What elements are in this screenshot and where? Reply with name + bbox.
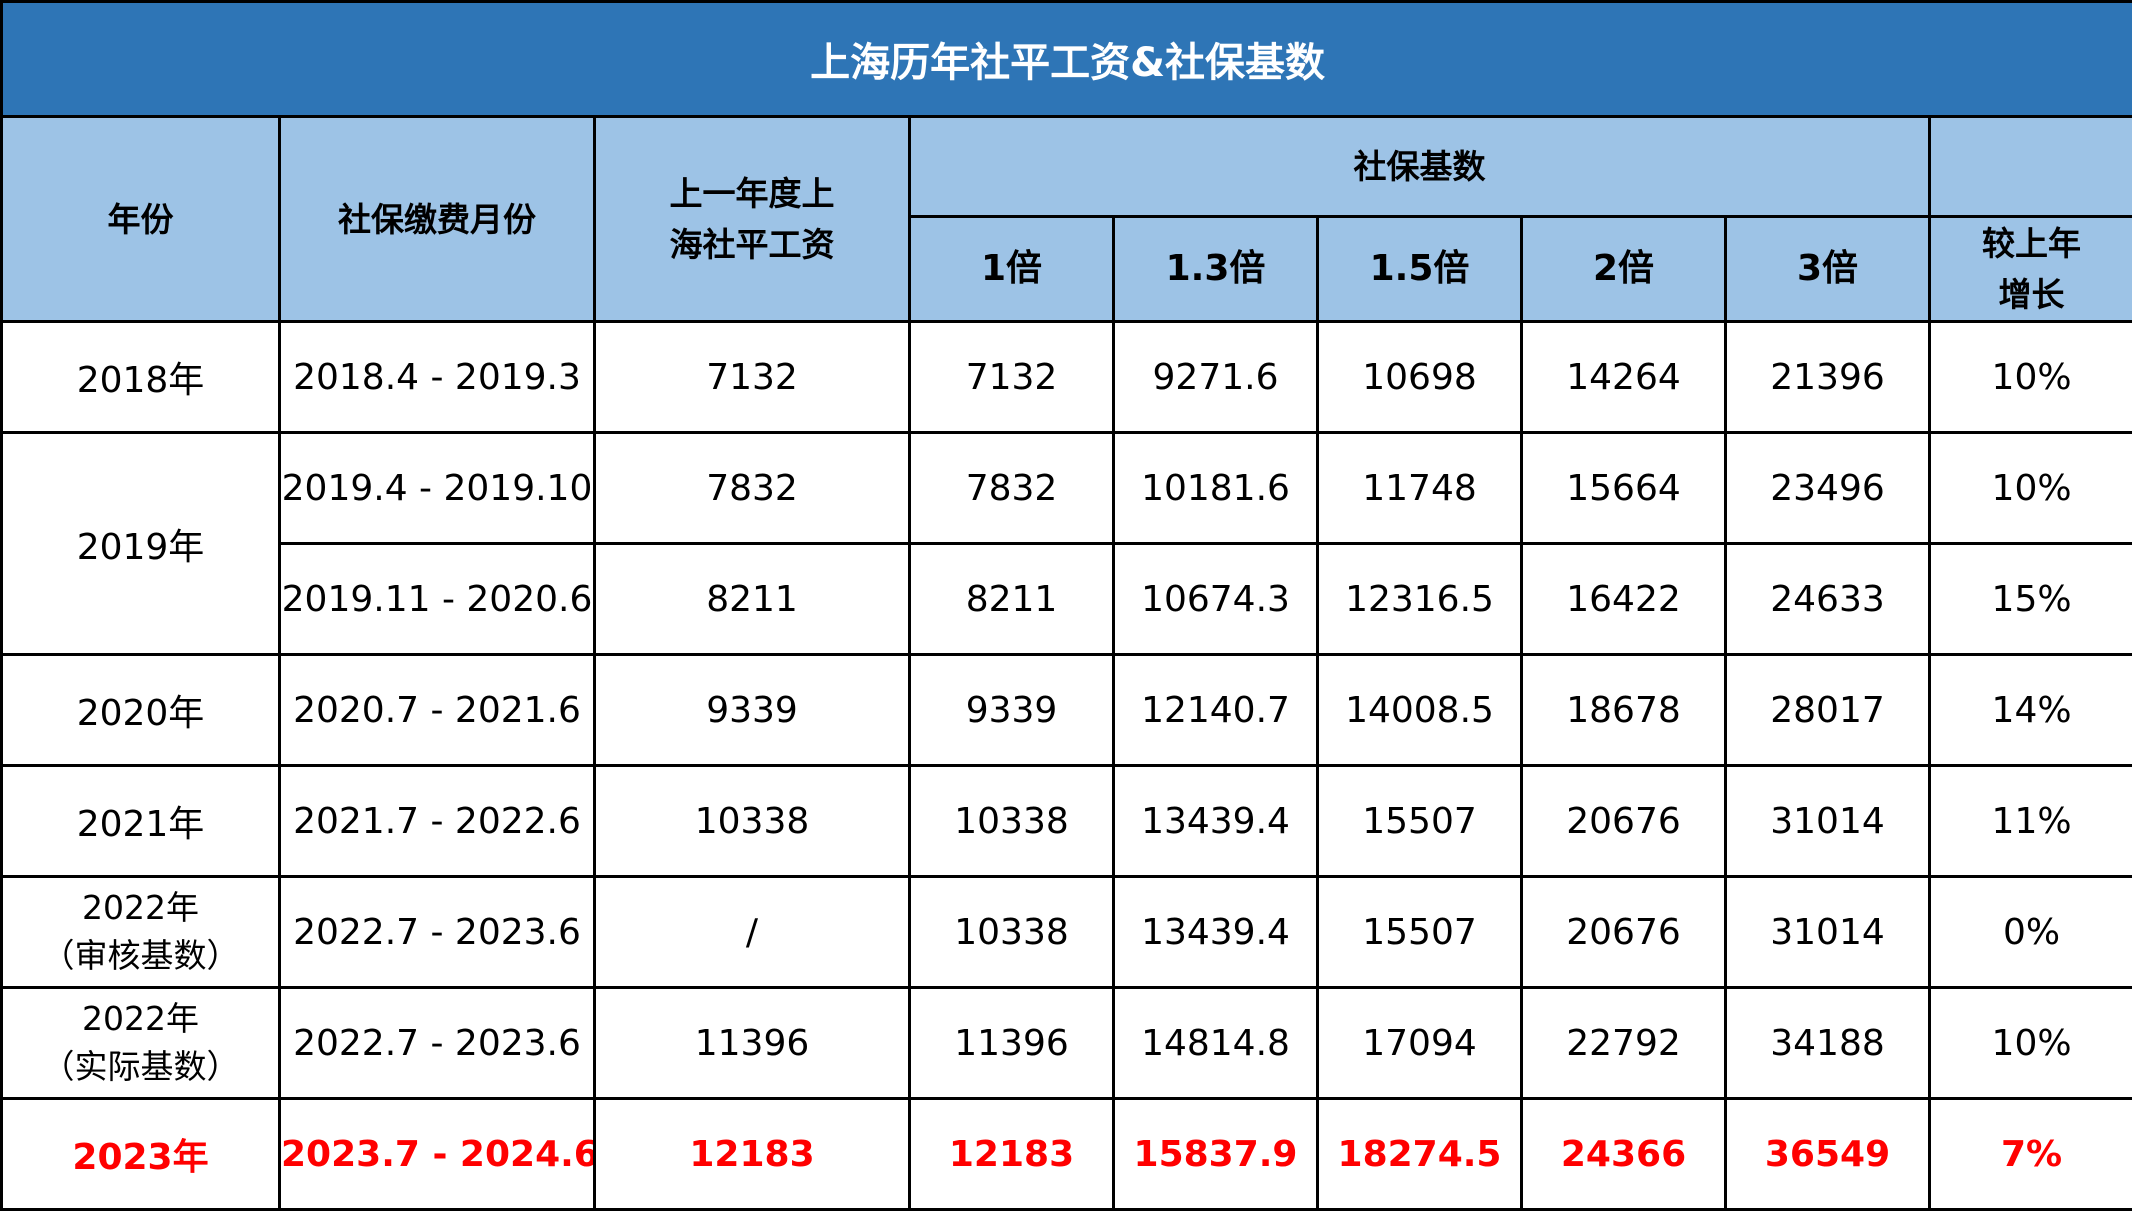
cell-avg-wage: 12183 [593,1097,911,1212]
cell-growth: 10% [1927,320,2132,435]
cell-months: 2022.7 - 2023.6 [278,875,596,990]
cell-base-1x: 10338 [908,764,1115,879]
cell-year: 2023年 [0,1097,281,1212]
cell-base-1x: 12183 [908,1097,1115,1212]
cell-base-1-3x: 13439.4 [1112,875,1319,990]
cell-year: 2019年 [0,431,281,657]
cell-base-1-5x: 12316.5 [1316,542,1523,657]
cell-year: 2018年 [0,320,281,435]
cell-base-1-3x: 10674.3 [1112,542,1319,657]
cell-months: 2021.7 - 2022.6 [278,764,596,879]
cell-avg-wage: / [593,875,911,990]
header-multiplier-1-5: 1.5倍 [1316,214,1523,324]
header-multiplier-1-3: 1.3倍 [1112,214,1319,324]
cell-base-3x: 24633 [1724,542,1931,657]
cell-months: 2020.7 - 2021.6 [278,653,596,768]
cell-months: 2019.4 - 2019.10 [278,431,596,546]
header-growth-text: 较上年增长 [1982,224,2082,315]
cell-avg-wage: 11396 [593,986,911,1101]
table-title: 上海历年社平工资&社保基数 [0,0,2132,118]
table-row: 2020年 2020.7 - 2021.6 9339 9339 12140.7 … [0,653,2132,768]
cell-year-label: 2022年 [82,888,199,928]
table-row: 2022年 （实际基数） 2022.7 - 2023.6 11396 11396… [0,986,2132,1101]
cell-base-1-5x: 10698 [1316,320,1523,435]
cell-base-1-5x: 11748 [1316,431,1523,546]
table-row: 2021年 2021.7 - 2022.6 10338 10338 13439.… [0,764,2132,879]
cell-avg-wage: 10338 [593,764,911,879]
cell-base-1-5x: 18274.5 [1316,1097,1523,1212]
header-multiplier-1: 1倍 [908,214,1115,324]
cell-months: 2023.7 - 2024.6 [278,1097,596,1212]
cell-months: 2022.7 - 2023.6 [278,986,596,1101]
table-row-highlighted: 2023年 2023.7 - 2024.6 12183 12183 15837.… [0,1097,2132,1212]
header-growth-blank [1927,115,2132,218]
cell-growth: 10% [1927,986,2132,1101]
cell-growth: 7% [1927,1097,2132,1212]
cell-months: 2019.11 - 2020.6 [278,542,596,657]
cell-year-note: （实际基数） [41,1047,240,1087]
header-year: 年份 [0,114,281,324]
header-multiplier-2: 2倍 [1520,214,1727,324]
cell-base-2x: 18678 [1520,653,1727,768]
header-growth: 较上年增长 [1927,214,2132,324]
header-multiplier-3: 3倍 [1724,214,1931,324]
cell-base-1-3x: 9271.6 [1112,320,1319,435]
header-avg-wage-text: 上一年度上海社平工资 [669,174,835,265]
cell-base-3x: 31014 [1724,764,1931,879]
cell-base-3x: 36549 [1724,1097,1931,1212]
cell-base-3x: 21396 [1724,320,1931,435]
header-base-group: 社保基数 [908,115,1931,218]
cell-base-2x: 20676 [1520,764,1727,879]
cell-base-1-3x: 15837.9 [1112,1097,1319,1212]
table-row: 2022年 （审核基数） 2022.7 - 2023.6 / 10338 134… [0,875,2132,990]
cell-year-label: 2022年 [82,999,199,1039]
table-row: 2019.11 - 2020.6 8211 8211 10674.3 12316… [2,542,2132,657]
cell-base-1x: 8211 [908,542,1115,657]
cell-base-2x: 22792 [1520,986,1727,1101]
cell-growth: 15% [1927,542,2132,657]
cell-base-1-5x: 15507 [1316,875,1523,990]
cell-base-1x: 10338 [908,875,1115,990]
cell-base-1x: 7132 [908,320,1115,435]
cell-base-2x: 14264 [1520,320,1727,435]
cell-base-2x: 20676 [1520,875,1727,990]
cell-base-1-5x: 17094 [1316,986,1523,1101]
cell-avg-wage: 7832 [593,431,911,546]
cell-base-3x: 31014 [1724,875,1931,990]
cell-year: 2020年 [0,653,281,768]
cell-growth: 14% [1927,653,2132,768]
cell-year: 2022年 （审核基数） [0,875,281,990]
cell-year-note: （审核基数） [41,936,240,976]
cell-base-1x: 11396 [908,986,1115,1101]
cell-base-2x: 24366 [1520,1097,1727,1212]
cell-base-1-5x: 15507 [1316,764,1523,879]
cell-base-1x: 9339 [908,653,1115,768]
cell-base-3x: 34188 [1724,986,1931,1101]
table-row: 2019年 2019.4 - 2019.10 7832 7832 10181.6… [0,431,2132,657]
cell-base-2x: 16422 [1520,542,1727,657]
cell-base-1-3x: 13439.4 [1112,764,1319,879]
cell-growth: 0% [1927,875,2132,990]
cell-base-1-5x: 14008.5 [1316,653,1523,768]
cell-base-1x: 7832 [908,431,1115,546]
cell-avg-wage: 9339 [593,653,911,768]
cell-year: 2021年 [0,764,281,879]
cell-growth: 11% [1927,764,2132,879]
cell-base-2x: 15664 [1520,431,1727,546]
cell-avg-wage: 8211 [593,542,911,657]
cell-base-3x: 28017 [1724,653,1931,768]
cell-avg-wage: 7132 [593,320,911,435]
table-row: 2018年 2018.4 - 2019.3 7132 7132 9271.6 1… [0,320,2132,435]
cell-growth: 10% [1927,431,2132,546]
cell-months: 2018.4 - 2019.3 [278,320,596,435]
cell-base-1-3x: 12140.7 [1112,653,1319,768]
cell-base-3x: 23496 [1724,431,1931,546]
header-avg-wage: 上一年度上海社平工资 [593,114,911,324]
cell-year: 2022年 （实际基数） [0,986,281,1101]
cell-base-1-3x: 14814.8 [1112,986,1319,1101]
cell-base-1-3x: 10181.6 [1112,431,1319,546]
header-months: 社保缴费月份 [278,114,596,324]
